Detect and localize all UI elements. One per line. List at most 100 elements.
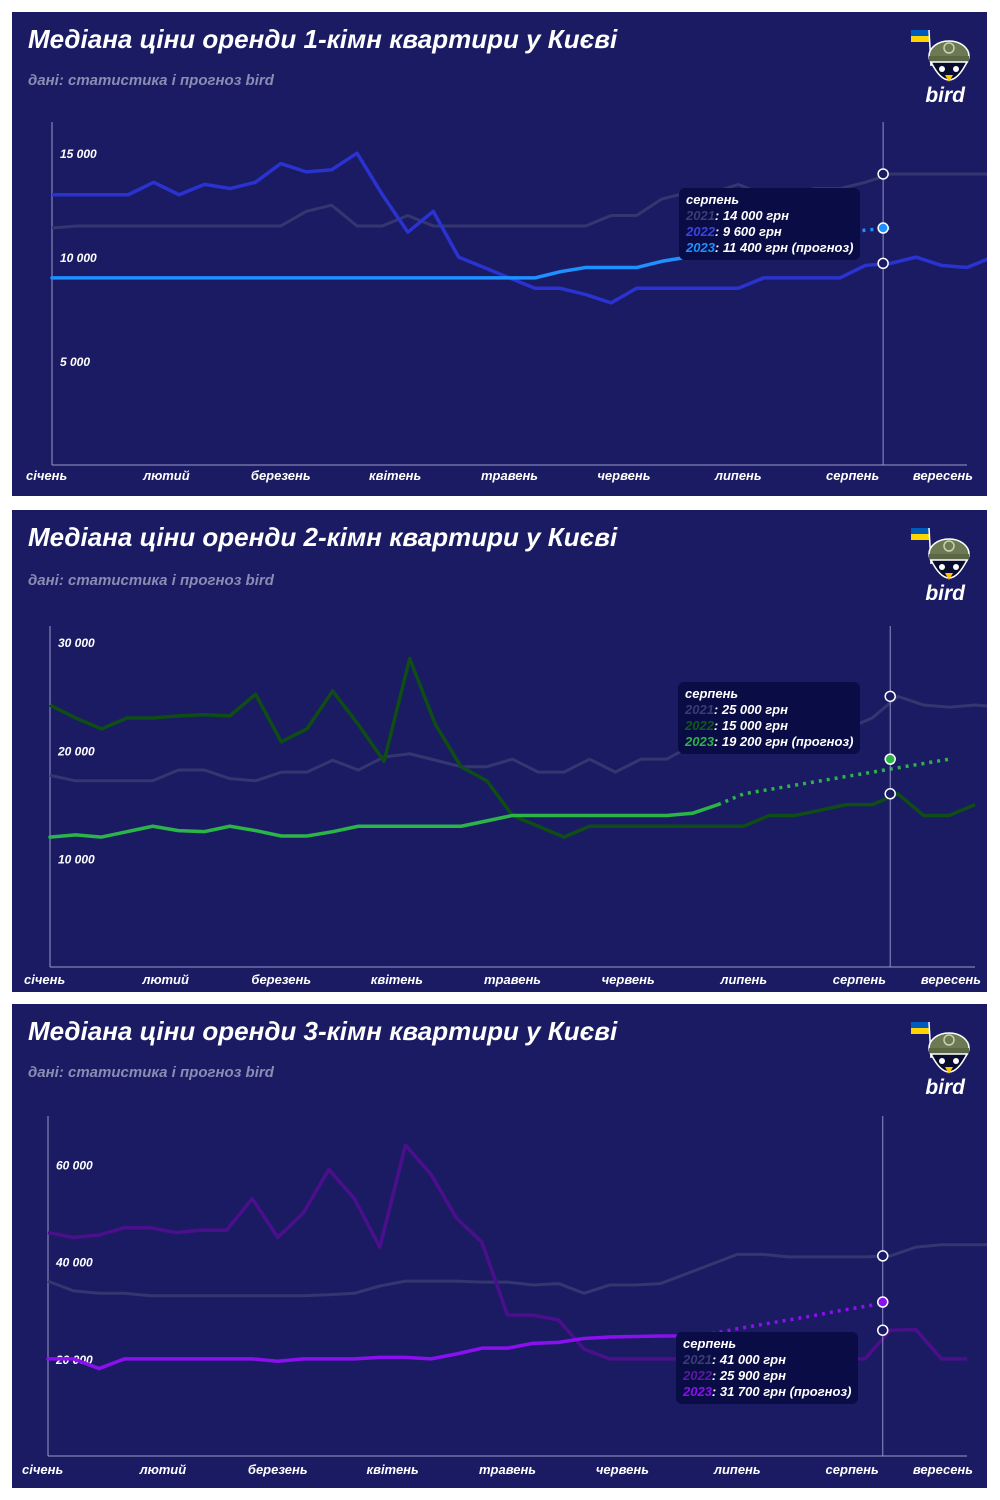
bird-logo-icon	[911, 29, 970, 82]
x-tick-label: травень	[479, 1462, 536, 1477]
chart-panel-1br: Медіана ціни оренди 1-кімн квартири у Ки…	[12, 12, 987, 496]
x-tick-label: лютий	[141, 972, 189, 987]
tooltip-row-2021: 2021: 25 000 грн	[685, 702, 853, 718]
tooltip-value-2022: : 9 600 грн	[714, 224, 782, 239]
tooltip-row-2023: 2023: 11 400 грн (прогноз)	[686, 240, 853, 256]
series-forecast-2023	[717, 757, 950, 807]
x-tick-label: серпень	[833, 972, 886, 987]
tooltip-value-2023: : 11 400 грн (прогноз)	[714, 240, 854, 255]
x-tick-label: лютий	[139, 1462, 187, 1477]
tooltip-year-2021: 2021	[683, 1352, 712, 1367]
chart-subtitle: дані: статистика і прогноз bird	[28, 72, 274, 89]
x-tick-label: травень	[484, 972, 541, 987]
hover-point-2023	[877, 1296, 889, 1308]
tooltip-year-2021: 2021	[685, 702, 714, 717]
hover-point-2022	[877, 257, 889, 270]
tooltip-month: серпень	[685, 686, 739, 701]
chart-panel-3br: Медіана ціни оренди 3-кімн квартири у Ки…	[12, 1004, 987, 1488]
x-tick-label: березень	[251, 468, 311, 483]
tooltip-value-2022: : 25 900 грн	[711, 1368, 786, 1383]
x-tick-label: червень	[596, 1462, 649, 1477]
hover-point-2021	[877, 1250, 889, 1262]
series-forecast-2023	[711, 1300, 891, 1336]
tooltip-row-2021: 2021: 14 000 грн	[686, 208, 853, 224]
tooltip: серпень 2021: 41 000 грн 2022: 25 900 гр…	[676, 1332, 859, 1404]
bird-logo-text: bird	[925, 84, 965, 107]
tooltip-value-2021: : 25 000 грн	[713, 702, 788, 717]
tooltip-row-2022: 2022: 9 600 грн	[686, 224, 853, 240]
x-tick-label: січень	[24, 972, 65, 987]
series-line-2023	[50, 255, 715, 280]
tooltip-year-2023: 2023	[686, 240, 715, 255]
x-tick-label: серпень	[826, 468, 879, 483]
x-tick-label: липень	[713, 1462, 761, 1477]
y-tick-label: 20 000	[57, 744, 95, 758]
series-line-2021	[47, 1243, 987, 1298]
y-tick-label: 60 000	[56, 1159, 93, 1173]
bird-logo-text: bird	[925, 1076, 965, 1099]
tooltip-value-2023: : 19 200 грн (прогноз)	[713, 734, 854, 749]
bird-logo-text: bird	[925, 582, 965, 605]
x-tick-label: січень	[26, 468, 67, 483]
tooltip-month: серпень	[686, 192, 740, 207]
hover-point-2023	[877, 222, 889, 234]
x-tick-label: вересень	[921, 972, 981, 987]
tooltip-row-2022: 2022: 15 000 грн	[685, 718, 853, 734]
tooltip-row-2023: 2023: 31 700 грн (прогноз)	[683, 1384, 851, 1400]
x-tick-label: березень	[251, 972, 311, 987]
y-tick-label: 10 000	[58, 853, 95, 867]
x-tick-label: березень	[248, 1462, 308, 1477]
x-tick-label: квітень	[371, 972, 423, 987]
tooltip-row-2022: 2022: 25 900 грн	[683, 1368, 851, 1384]
tooltip-value-2022: : 15 000 грн	[713, 718, 788, 733]
series-line-2022	[47, 1143, 967, 1361]
x-tick-label: червень	[597, 468, 650, 483]
tooltip-year-2022: 2022	[683, 1368, 712, 1383]
tooltip-year-2021: 2021	[686, 208, 715, 223]
tooltip-year-2023: 2023	[685, 734, 714, 749]
y-tick-label: 40 000	[55, 1256, 93, 1270]
y-tick-label: 30 000	[58, 636, 95, 650]
tooltip-year-2023: 2023	[683, 1384, 712, 1399]
x-tick-label: липень	[714, 468, 762, 483]
tooltip-year-2022: 2022	[685, 718, 714, 733]
hover-point-2022	[884, 788, 896, 800]
hover-point-2021	[877, 168, 889, 180]
x-tick-label: лютий	[142, 468, 190, 483]
hover-point-2023	[884, 753, 896, 765]
chart-title: Медіана ціни оренди 2-кімн квартири у Ки…	[28, 522, 618, 552]
tooltip-value-2021: : 14 000 грн	[714, 208, 789, 223]
tooltip: серпень 2021: 14 000 грн 2022: 9 600 грн…	[679, 188, 861, 260]
y-tick-label: 15 000	[60, 147, 97, 161]
series-line-2023	[46, 1331, 714, 1371]
chart-subtitle: дані: статистика і прогноз bird	[28, 1064, 274, 1081]
tooltip-year-2022: 2022	[686, 224, 715, 239]
tooltip-row-2023: 2023: 19 200 грн (прогноз)	[685, 734, 853, 750]
tooltip-value-2021: : 41 000 грн	[711, 1352, 786, 1367]
tooltip: серпень 2021: 25 000 грн 2022: 15 000 гр…	[678, 682, 861, 754]
x-tick-label: січень	[22, 1462, 63, 1477]
x-tick-label: червень	[602, 972, 655, 987]
series-line-2023	[48, 802, 720, 839]
chart-title: Медіана ціни оренди 3-кімн квартири у Ки…	[28, 1016, 618, 1046]
x-tick-label: вересень	[913, 468, 973, 483]
x-tick-label: квітень	[367, 1462, 419, 1477]
x-tick-label: квітень	[369, 468, 421, 483]
x-tick-label: вересень	[913, 1462, 973, 1477]
x-tick-label: травень	[481, 468, 538, 483]
x-tick-label: липень	[719, 972, 767, 987]
hover-point-2022	[877, 1324, 889, 1336]
series-line-2022	[52, 151, 987, 305]
chart-subtitle: дані: статистика і прогноз bird	[28, 572, 274, 589]
x-tick-label: серпень	[826, 1462, 879, 1477]
y-tick-label: 10 000	[60, 251, 97, 265]
bird-logo-icon	[911, 527, 970, 580]
y-tick-label: 5 000	[60, 355, 90, 369]
tooltip-row-2021: 2021: 41 000 грн	[683, 1352, 851, 1368]
hover-point-2021	[884, 690, 896, 703]
chart-panel-2br: Медіана ціни оренди 2-кімн квартири у Ки…	[12, 510, 987, 992]
chart-title: Медіана ціни оренди 1-кімн квартири у Ки…	[28, 24, 618, 54]
tooltip-value-2023: : 31 700 грн (прогноз)	[711, 1384, 852, 1399]
bird-logo-icon	[911, 1021, 970, 1074]
